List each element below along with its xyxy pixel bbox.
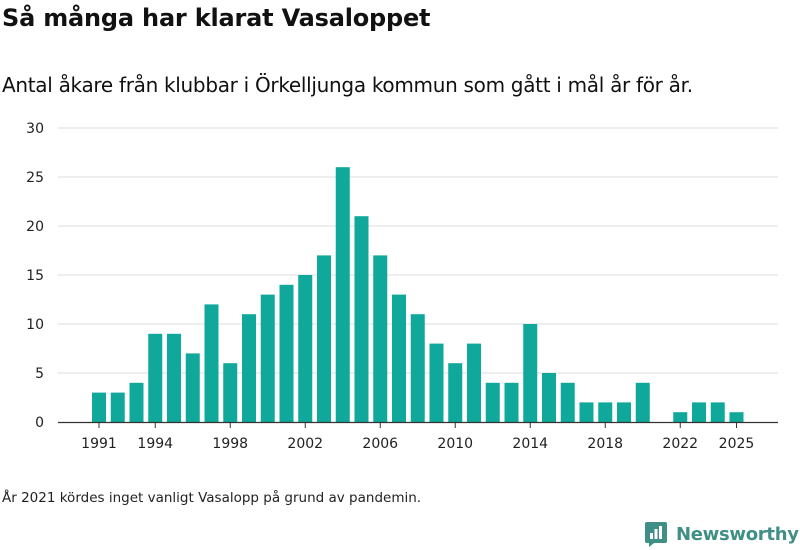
chart-subtitle: Antal åkare från klubbar i Örkelljunga k… — [2, 73, 693, 97]
x-tick-label: 2014 — [512, 436, 548, 452]
bar — [429, 343, 444, 422]
bar — [110, 392, 125, 422]
y-tick-label: 15 — [26, 268, 44, 284]
bar — [260, 294, 275, 422]
y-tick-label: 10 — [26, 317, 44, 333]
bar — [92, 392, 106, 422]
bar — [242, 314, 256, 422]
bar — [129, 382, 144, 422]
bar — [317, 255, 331, 422]
bar — [298, 275, 313, 422]
bar — [373, 255, 388, 422]
x-tick-label: 2018 — [587, 436, 623, 452]
x-tick-label: 2010 — [437, 436, 473, 452]
bar — [467, 343, 481, 422]
x-tick-label: 2002 — [287, 436, 323, 452]
bar — [560, 382, 575, 422]
bar — [485, 382, 500, 422]
footnote: År 2021 kördes inget vanligt Vasalopp på… — [2, 490, 422, 506]
bar — [185, 353, 200, 422]
bar — [729, 412, 744, 422]
bar — [410, 314, 425, 422]
bar — [523, 324, 538, 422]
x-tick-label: 2022 — [662, 436, 698, 452]
bar — [504, 382, 519, 422]
bar — [148, 333, 163, 422]
bar — [617, 402, 631, 422]
bar — [167, 333, 181, 422]
newsworthy-logo-icon — [645, 522, 667, 547]
y-tick-label: 30 — [26, 121, 44, 137]
y-tick-label: 25 — [26, 170, 44, 186]
bar — [673, 412, 688, 422]
bar — [392, 294, 406, 422]
chart-title: Så många har klarat Vasaloppet — [2, 4, 431, 32]
bar — [579, 402, 594, 422]
bar — [635, 382, 650, 422]
x-tick-label: 2025 — [719, 436, 755, 452]
x-tick-label: 1998 — [212, 436, 248, 452]
bar — [223, 363, 238, 422]
bar — [354, 216, 369, 422]
bar — [598, 402, 613, 422]
bar — [692, 402, 706, 422]
bar — [542, 373, 556, 422]
x-tick-label: 1994 — [137, 436, 173, 452]
bar — [204, 304, 219, 422]
brand-logo: Newsworthy — [644, 519, 799, 549]
y-tick-label: 20 — [26, 219, 44, 235]
y-tick-label: 0 — [35, 415, 44, 431]
y-tick-label: 5 — [35, 366, 44, 382]
bar — [448, 363, 463, 422]
brand-name: Newsworthy — [676, 523, 799, 545]
x-tick-label: 1991 — [81, 436, 117, 452]
bar — [335, 167, 350, 422]
bar — [279, 284, 294, 422]
x-tick-label: 2006 — [362, 436, 398, 452]
bar — [710, 402, 725, 422]
